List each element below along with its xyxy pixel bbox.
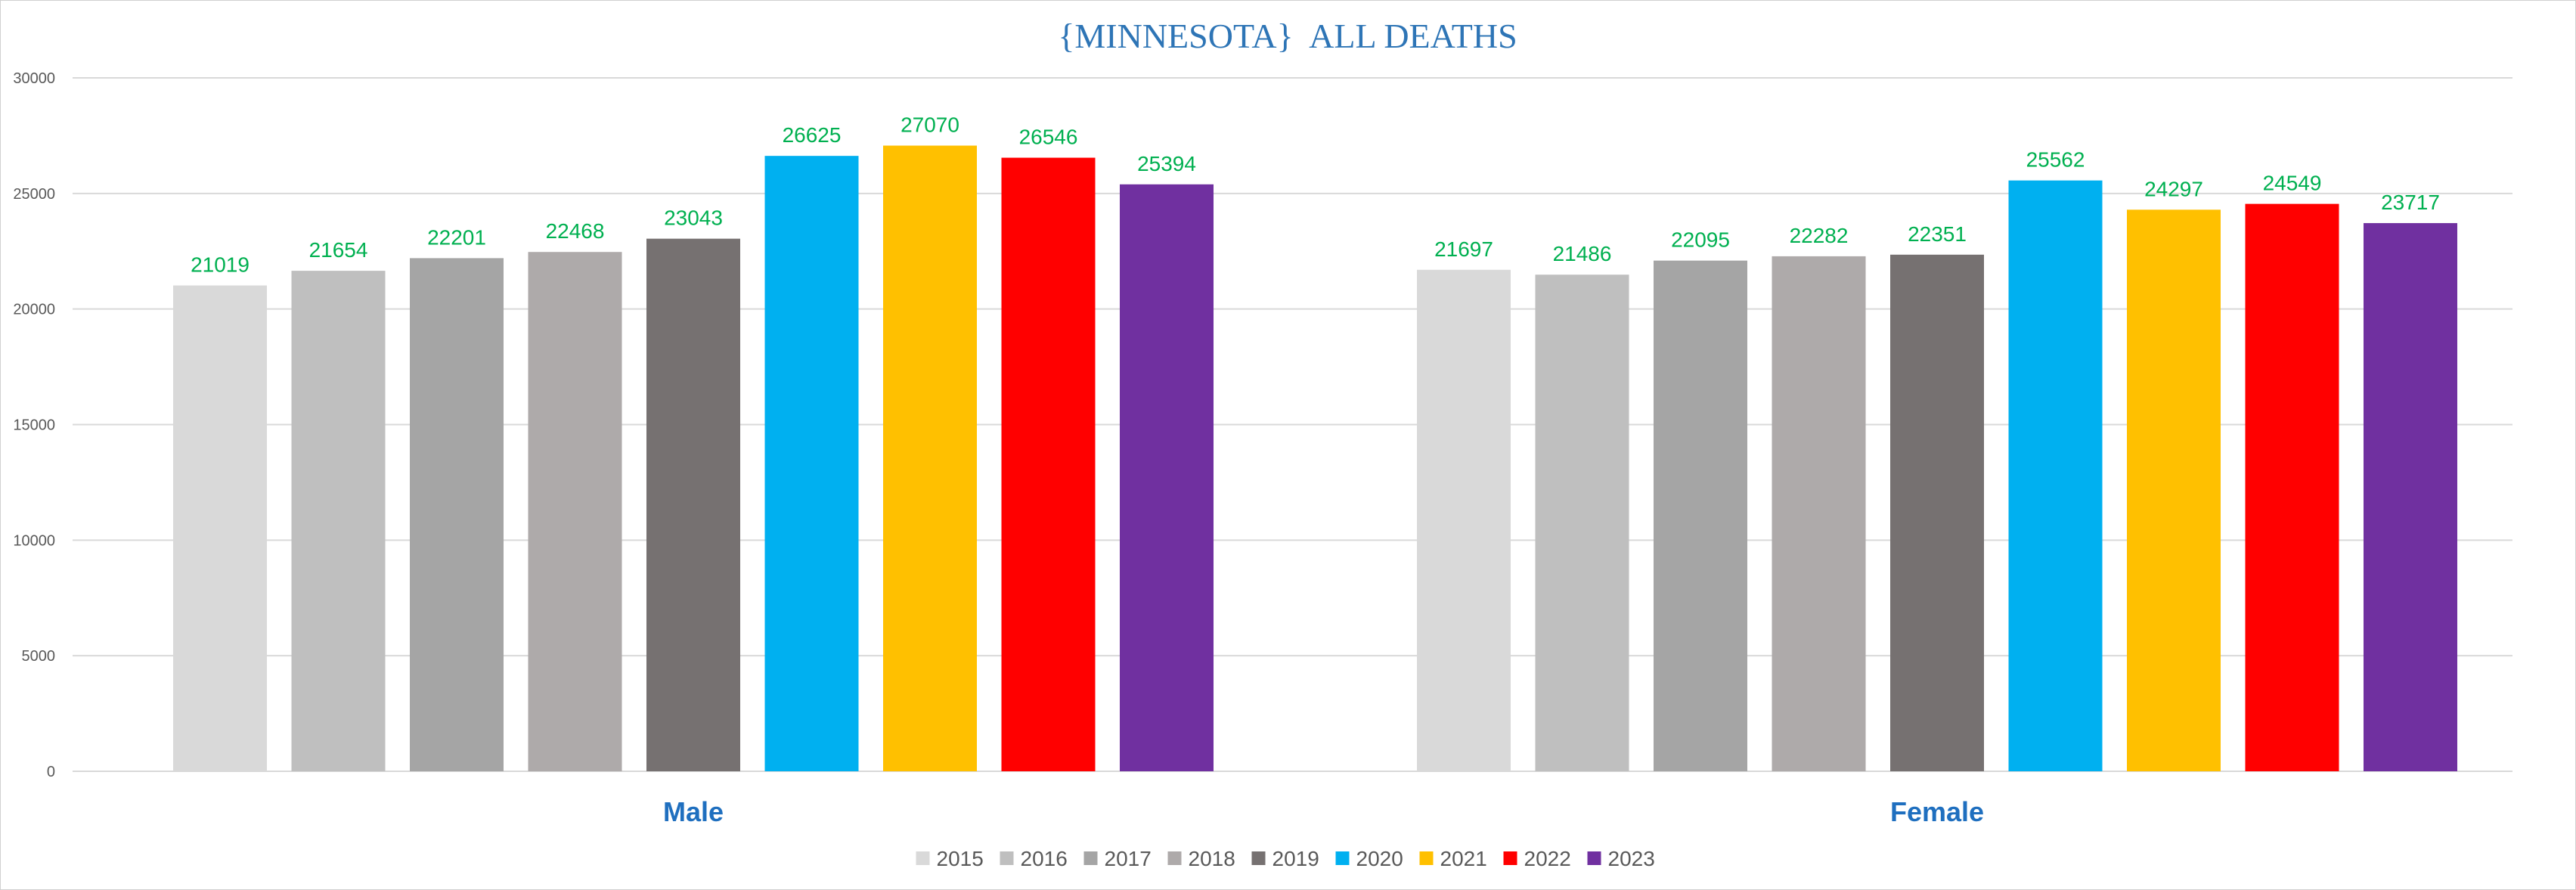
data-label: 26625 (783, 123, 842, 147)
data-label: 24297 (2144, 177, 2203, 200)
legend-swatch-2023 (1587, 851, 1601, 865)
y-tick-label: 15000 (13, 417, 55, 434)
legend-label: 2021 (1440, 847, 1487, 870)
legend-label: 2018 (1189, 847, 1235, 870)
legend-swatch-2020 (1335, 851, 1350, 865)
legend-swatch-2022 (1503, 851, 1517, 865)
y-tick-label: 0 (47, 764, 55, 780)
bar-female-2023 (2364, 223, 2457, 771)
x-axis-categories: Male Female (663, 796, 1984, 827)
legend-swatch-2016 (1000, 851, 1014, 865)
data-label: 23043 (664, 206, 723, 230)
y-tick-label: 25000 (13, 186, 55, 203)
data-labels: 21019 21654 22201 22468 23043 26625 27070 26546… (191, 113, 2440, 277)
bar-male-2017 (410, 258, 504, 772)
category-label-male: Male (663, 796, 724, 827)
chart-title: {MINNESOTA} ALL DEATHS (1058, 17, 1517, 55)
bar-male-2019 (646, 238, 740, 771)
bar-male-2020 (764, 156, 859, 772)
category-label-female: Female (1890, 796, 1984, 827)
data-label: 21697 (1434, 237, 1493, 261)
legend-label: 2017 (1105, 847, 1152, 870)
data-label: 22201 (427, 225, 486, 249)
data-label: 22282 (1790, 224, 1849, 247)
bar-male-2021 (883, 145, 977, 772)
y-tick-label: 10000 (13, 532, 55, 549)
bar-male-2016 (291, 271, 386, 772)
y-tick-label: 20000 (13, 302, 55, 318)
bar-female-2015 (1417, 269, 1511, 771)
legend-label: 2016 (1021, 847, 1068, 870)
bar-female-2021 (2127, 209, 2221, 772)
data-label: 24549 (2263, 172, 2322, 195)
y-axis-ticks: 0 5000 10000 15000 20000 25000 30000 (13, 70, 55, 780)
data-label: 26546 (1019, 126, 1078, 149)
bar-female-2017 (1654, 260, 1747, 771)
data-label: 23717 (2381, 191, 2440, 214)
data-label: 22351 (1908, 222, 1967, 246)
data-label: 25562 (2026, 148, 2085, 172)
bar-male-2015 (173, 285, 267, 771)
y-tick-label: 30000 (13, 70, 55, 87)
data-label: 22095 (1671, 228, 1730, 252)
legend-swatch-2021 (1419, 851, 1434, 865)
data-label: 21654 (309, 238, 368, 262)
legend-label: 2019 (1273, 847, 1319, 870)
data-label: 27070 (901, 113, 959, 137)
bar-female-2020 (2008, 180, 2103, 772)
legend-label: 2022 (1524, 847, 1571, 870)
bar-male-2023 (1120, 184, 1214, 772)
legend: 2015 2016 2017 2018 2019 2020 2021 2022 2023 (916, 847, 1655, 870)
bars (173, 145, 2457, 772)
bar-female-2018 (1772, 256, 1866, 771)
legend-label: 2023 (1608, 847, 1655, 870)
bar-male-2022 (1001, 157, 1096, 771)
legend-label: 2015 (937, 847, 984, 870)
legend-label: 2020 (1356, 847, 1403, 870)
data-label: 21486 (1553, 242, 1612, 265)
bar-female-2019 (1890, 254, 1984, 771)
legend-swatch-2015 (916, 851, 930, 865)
bar-female-2016 (1535, 274, 1629, 771)
data-label: 25394 (1137, 152, 1196, 175)
bar-male-2018 (528, 252, 622, 771)
bar-female-2022 (2245, 203, 2339, 771)
data-label: 22468 (546, 219, 605, 243)
data-label: 21019 (191, 253, 250, 277)
y-tick-label: 5000 (22, 648, 56, 665)
legend-swatch-2019 (1251, 851, 1266, 865)
legend-swatch-2017 (1083, 851, 1098, 865)
legend-swatch-2018 (1167, 851, 1182, 865)
